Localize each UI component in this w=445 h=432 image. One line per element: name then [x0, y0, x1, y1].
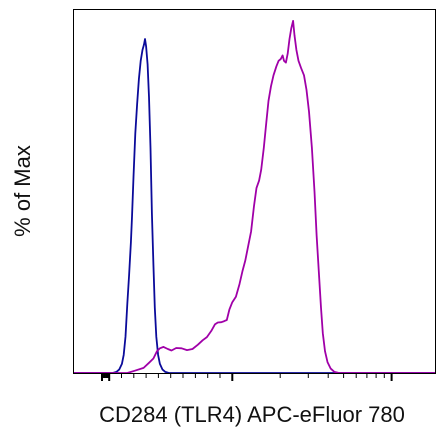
x-axis-title: CD284 (TLR4) APC-eFluor 780 [99, 402, 405, 427]
plot-frame [73, 9, 436, 374]
series-layer [73, 20, 435, 374]
series-line-2 [73, 20, 435, 374]
y-axis-title: % of Max [10, 145, 35, 237]
series-line-1 [73, 38, 435, 374]
x-axis-ticks [101, 373, 393, 381]
